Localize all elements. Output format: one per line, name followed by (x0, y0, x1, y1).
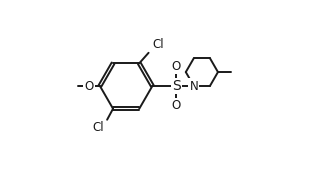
Text: N: N (189, 79, 198, 93)
Text: O: O (172, 60, 181, 73)
Text: Cl: Cl (152, 38, 164, 51)
Text: O: O (84, 79, 93, 93)
Text: N: N (189, 79, 198, 93)
Text: Cl: Cl (92, 121, 104, 134)
Text: S: S (172, 79, 180, 93)
Text: O: O (172, 99, 181, 112)
